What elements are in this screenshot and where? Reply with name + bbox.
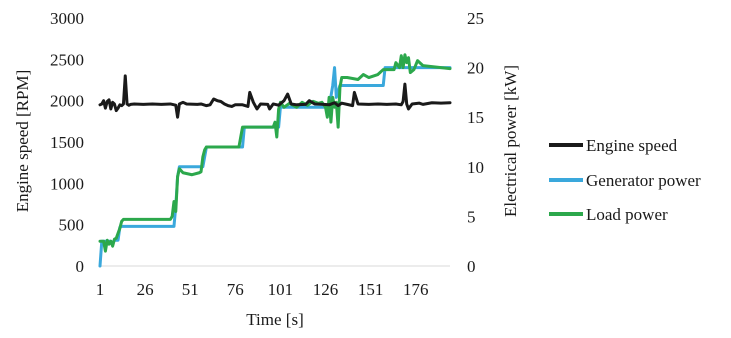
y-left-tick-label: 3000 — [50, 9, 84, 28]
x-tick-label: 176 — [403, 280, 429, 299]
x-tick-label: 51 — [182, 280, 199, 299]
y-right-tick-label: 25 — [467, 9, 484, 28]
y-right-tick-label: 15 — [467, 108, 484, 127]
legend-label-engine-speed: Engine speed — [586, 136, 678, 155]
line-generator-power — [98, 66, 452, 268]
x-tick-label: 101 — [268, 280, 294, 299]
y-left-tick-label: 2000 — [50, 92, 84, 111]
x-axis-title: Time [s] — [246, 310, 303, 329]
legend-item-generator-power: Generator power — [549, 171, 701, 190]
y-left-tick-label: 500 — [59, 216, 85, 235]
x-tick-label: 151 — [358, 280, 384, 299]
y-left-tick-label: 2500 — [50, 50, 84, 69]
legend-item-engine-speed: Engine speed — [549, 136, 678, 155]
x-tick-label: 76 — [227, 280, 244, 299]
x-tick-label: 1 — [96, 280, 105, 299]
y-right-tick-label: 20 — [467, 59, 484, 78]
line-engine-speed — [98, 74, 452, 119]
right-tick-labels: 0 5 10 15 20 25 — [467, 9, 484, 276]
y-right-tick-label: 10 — [467, 158, 484, 177]
y-right-tick-label: 5 — [467, 207, 476, 226]
left-tick-labels: 0 500 1000 1500 2000 2500 3000 — [50, 9, 84, 276]
y-left-tick-label: 1000 — [50, 174, 84, 193]
legend: Engine speed Generator power Load power — [549, 136, 701, 224]
x-tick-label: 26 — [137, 280, 154, 299]
legend-label-load-power: Load power — [586, 205, 668, 224]
x-tick-label: 126 — [313, 280, 339, 299]
y-left-tick-label: 1500 — [50, 133, 84, 152]
x-tick-labels: 1 26 51 76 101 126 151 176 — [96, 280, 429, 299]
legend-item-load-power: Load power — [549, 205, 668, 224]
y-left-tick-label: 0 — [76, 257, 85, 276]
series-lines — [98, 53, 452, 268]
y-axis-right-title: Electrical power [kW] — [501, 65, 520, 217]
legend-label-generator-power: Generator power — [586, 171, 701, 190]
y-right-tick-label: 0 — [467, 257, 476, 276]
y-axis-left-title: Engine speed [RPM] — [13, 70, 32, 213]
line-load-power — [98, 53, 452, 253]
